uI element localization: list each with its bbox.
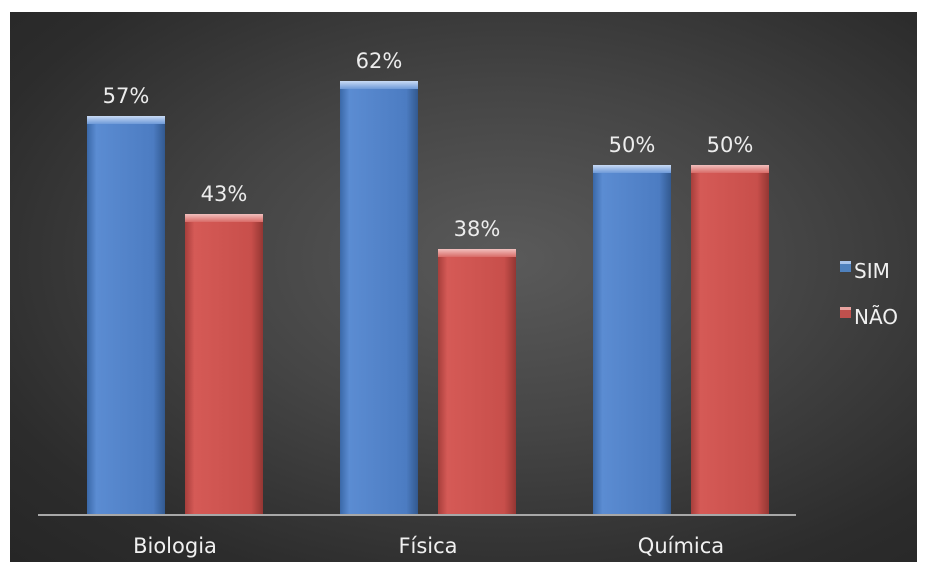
legend-label-sim: SIM (854, 259, 890, 283)
bar-sim-1 (340, 81, 418, 515)
bar-sim-0 (87, 116, 165, 515)
data-label-sim-2: 50% (609, 133, 656, 157)
legend-label-nao: NÃO (854, 305, 898, 329)
bar-nao-0 (185, 214, 263, 515)
data-label-nao-0: 43% (201, 182, 248, 206)
bar-nao-1 (438, 249, 516, 515)
data-label-nao-2: 50% (707, 133, 754, 157)
legend: SIM NÃO (840, 259, 898, 329)
bar-nao-2 (691, 165, 769, 515)
chart-area: 57% 62% 50% 43% 38% 50% Biologia Física Química … (10, 12, 917, 562)
bar-chart: 57%62%50%43%38%50%Biologia Física Química … (38, 49, 898, 558)
category-label-0: Biologia (133, 534, 217, 558)
legend-swatch-nao (840, 307, 851, 318)
bar-sim-2 (593, 165, 671, 515)
data-label-sim-0: 57% (103, 84, 150, 108)
category-label-1: Física (398, 534, 457, 558)
data-label-sim-1: 62% (356, 49, 403, 73)
category-label-2: Química (638, 534, 724, 558)
legend-item-sim: SIM (840, 259, 890, 283)
legend-item-nao: NÃO (840, 305, 898, 329)
bars-layer (87, 81, 769, 515)
labels-layer: 57% 62% 50% 43% 38% 50% Biologia Física Química (103, 49, 754, 558)
data-label-nao-1: 38% (454, 217, 501, 241)
legend-swatch-sim (840, 261, 851, 272)
